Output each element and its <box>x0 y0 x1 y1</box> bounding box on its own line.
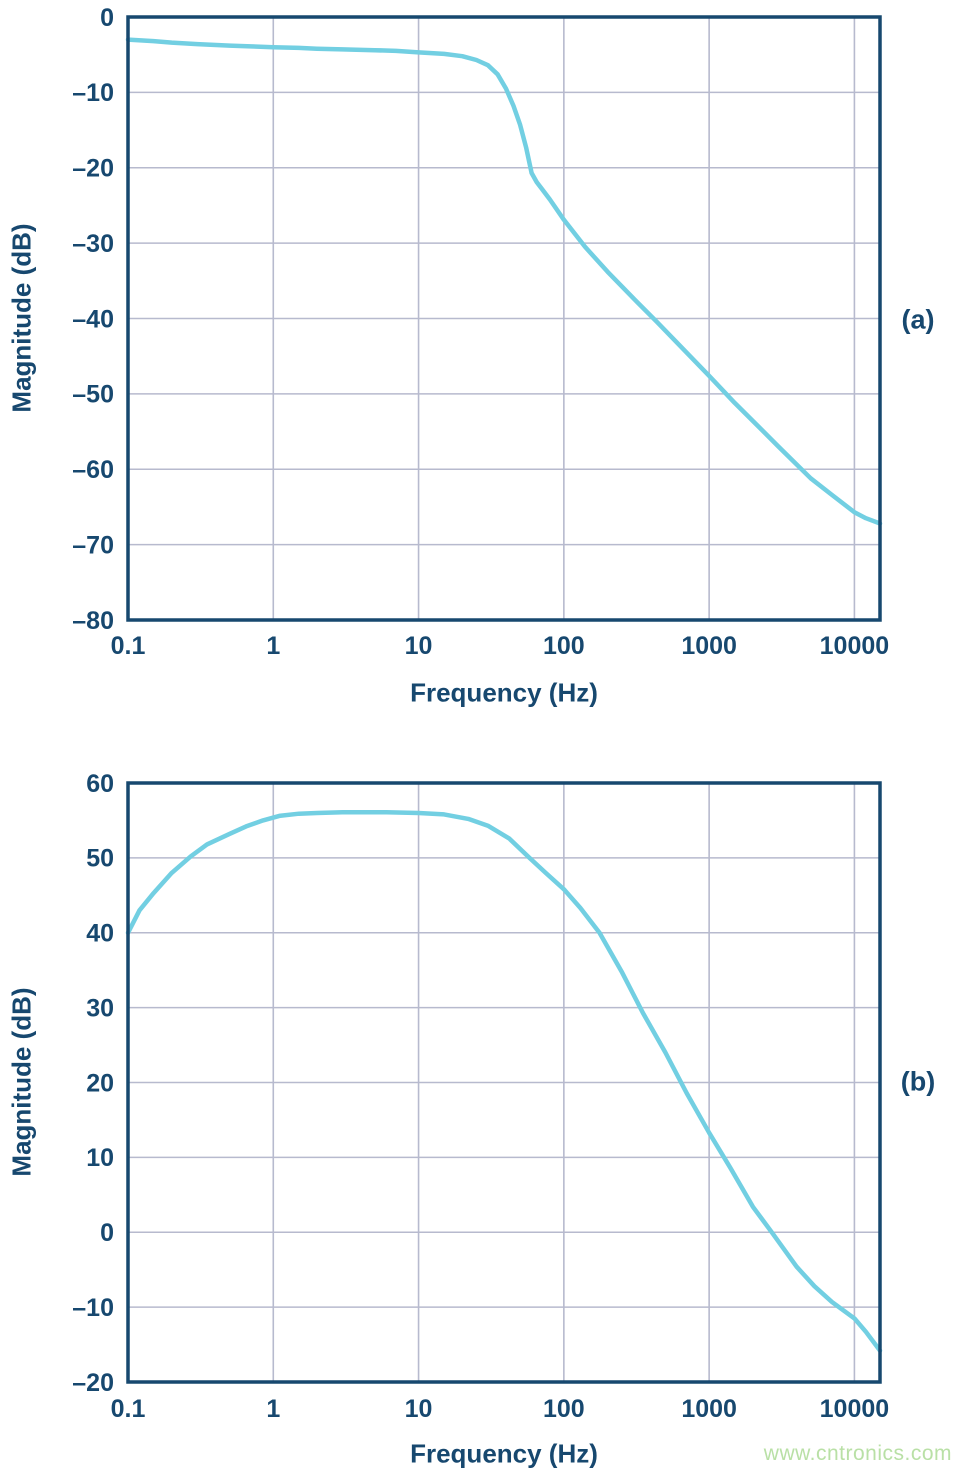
y-tick-label: –80 <box>72 607 114 635</box>
response-curve-b <box>125 809 883 1353</box>
chart-a-x-axis-title: Frequency (Hz) <box>410 677 598 708</box>
y-tick-label: 40 <box>86 920 114 948</box>
x-tick-label: 0.1 <box>111 632 146 660</box>
y-tick-label: 0 <box>100 1219 114 1247</box>
y-tick-label: –40 <box>72 305 114 333</box>
y-tick-label: –70 <box>72 531 114 559</box>
y-tick-label: 30 <box>86 994 114 1022</box>
x-tick-label: 10000 <box>820 1395 890 1423</box>
x-tick-label: 1 <box>266 632 280 660</box>
watermark: www.cntronics.com <box>763 1442 952 1465</box>
x-tick-label: 1000 <box>681 1395 737 1423</box>
x-tick-label: 1000 <box>681 632 737 660</box>
y-tick-label: –60 <box>72 456 114 484</box>
chart-a-y-axis-title: Magnitude (dB) <box>6 223 37 413</box>
x-tick-label: 10 <box>405 1395 433 1423</box>
y-tick-label: 50 <box>86 845 114 873</box>
x-tick-label: 1 <box>266 1395 280 1423</box>
y-tick-label: 60 <box>86 770 114 798</box>
y-tick-label: –50 <box>72 381 114 409</box>
chart-a: 0 –10 –20 –30 –40 –50 –60 –70 –800.1 1 10 100 1000 10… <box>72 4 889 660</box>
plot-border <box>126 781 882 1384</box>
y-tick-label: –20 <box>72 155 114 183</box>
y-tick-label: 0 <box>100 4 114 32</box>
y-tick-label: 10 <box>86 1144 114 1172</box>
chart-b-y-axis-title: Magnitude (dB) <box>6 987 37 1177</box>
plot-border <box>126 15 882 622</box>
x-tick-label: 0.1 <box>111 1395 146 1423</box>
x-tick-label: 10 <box>405 632 433 660</box>
y-tick-label: –10 <box>72 1294 114 1322</box>
x-tick-label: 100 <box>543 1395 585 1423</box>
y-tick-label: 20 <box>86 1069 114 1097</box>
x-tick-label: 100 <box>543 632 585 660</box>
response-curve-a <box>125 37 883 526</box>
y-tick-label: –20 <box>72 1369 114 1397</box>
chart-b-panel-label: (b) <box>900 1066 936 1097</box>
y-tick-label: –30 <box>72 230 114 258</box>
x-tick-label: 10000 <box>820 632 890 660</box>
chart-a-panel-label: (a) <box>901 304 935 335</box>
chart-b-x-axis-title: Frequency (Hz) <box>410 1438 598 1469</box>
y-tick-label: –10 <box>72 79 114 107</box>
